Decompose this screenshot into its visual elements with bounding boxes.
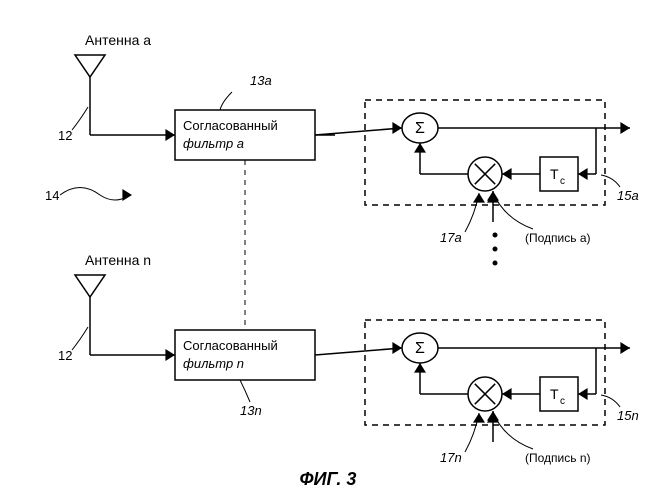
antenna-n: Антенна n [75, 252, 151, 332]
svg-text:фильтр a: фильтр a [183, 136, 244, 151]
ref-17n: 17n [440, 450, 462, 465]
ref-13a: 13a [250, 73, 272, 88]
delay-n [540, 377, 578, 411]
ref-12-a: 12 [58, 128, 72, 143]
svg-text:c: c [560, 176, 565, 187]
signature-a-label: (Подпись a) [525, 231, 591, 245]
svg-text:фильтр n: фильтр n [183, 356, 244, 371]
processing-block-n: Σ Tc [365, 320, 605, 425]
svg-text:c: c [560, 396, 565, 407]
ref-15a: 15a [617, 188, 639, 203]
figure-label: ФИГ. 3 [300, 469, 357, 489]
antenna-n-label: Антенна n [85, 252, 151, 268]
ref-13n: 13n [240, 403, 262, 418]
ref-17a: 17a [440, 230, 462, 245]
ellipsis-dot [493, 247, 498, 252]
antenna-a: Антенна a [75, 32, 151, 112]
filter-n: Согласованный фильтр n [175, 330, 315, 380]
processing-block-a: Σ Tc [365, 100, 605, 205]
antenna-a-label: Антенна a [85, 32, 151, 48]
ref-12-n: 12 [58, 348, 72, 363]
ref-15n: 15n [617, 408, 639, 423]
svg-text:Согласованный: Согласованный [183, 338, 278, 353]
svg-text:T: T [550, 166, 559, 182]
signature-n-label: (Подпись n) [525, 451, 591, 465]
svg-text:Σ: Σ [415, 120, 425, 137]
svg-text:Σ: Σ [415, 340, 425, 357]
ref-14: 14 [45, 188, 59, 203]
svg-text:T: T [550, 386, 559, 402]
delay-a [540, 157, 578, 191]
svg-text:Согласованный: Согласованный [183, 118, 278, 133]
ellipsis-dot [493, 261, 498, 266]
filter-a: Согласованный фильтр a [175, 110, 315, 160]
ellipsis-dot [493, 233, 498, 238]
block-diagram: Антенна a 12 Согласованный фильтр a 13a Σ Tc 17… [0, 0, 659, 500]
